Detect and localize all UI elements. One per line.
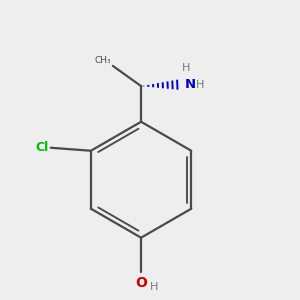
Text: H: H (182, 63, 190, 73)
Text: H: H (196, 80, 204, 90)
Text: H: H (149, 282, 158, 292)
Text: N: N (185, 78, 196, 91)
Text: CH₃: CH₃ (95, 56, 111, 65)
Text: O: O (135, 276, 147, 290)
Text: Cl: Cl (36, 141, 49, 154)
